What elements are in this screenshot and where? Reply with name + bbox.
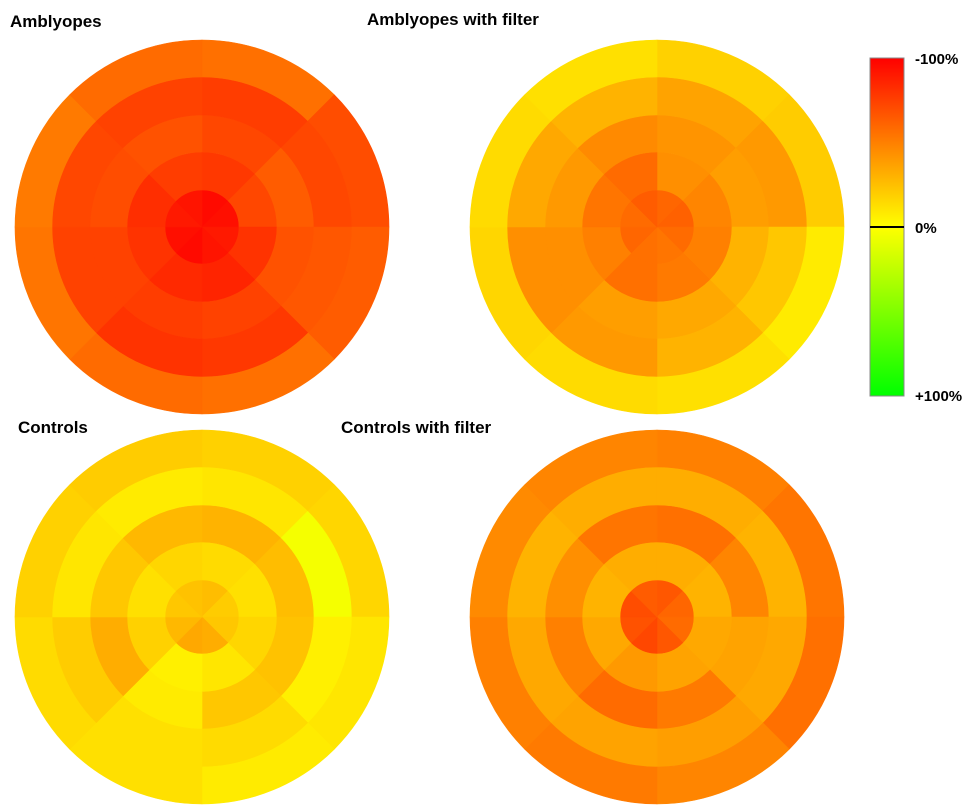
wheel-amblyopes [14,39,390,415]
wheel-amblyopes-filter [469,39,845,415]
cell-controls-filter-ring4-sector7 [524,429,658,512]
cell-amblyopes-ring4-sector7 [69,39,203,122]
cell-controls-ring4-sector7 [69,429,203,512]
colorbar-label-max: +100% [915,388,963,405]
panel-title-controls: Controls [18,418,88,437]
panel-title-amblyopes: Amblyopes [10,12,102,31]
wheel-controls [14,429,390,805]
colorbar-label-min: -100% [915,51,959,68]
cell-amblyopes-filter-ring4-sector7 [524,39,658,122]
colorbar-label-zero: 0% [915,220,937,237]
wheel-controls-filter [469,429,845,805]
panel-title-amblyopes-filter: Amblyopes with filter [367,10,539,29]
panel-title-controls-filter: Controls with filter [341,418,492,437]
